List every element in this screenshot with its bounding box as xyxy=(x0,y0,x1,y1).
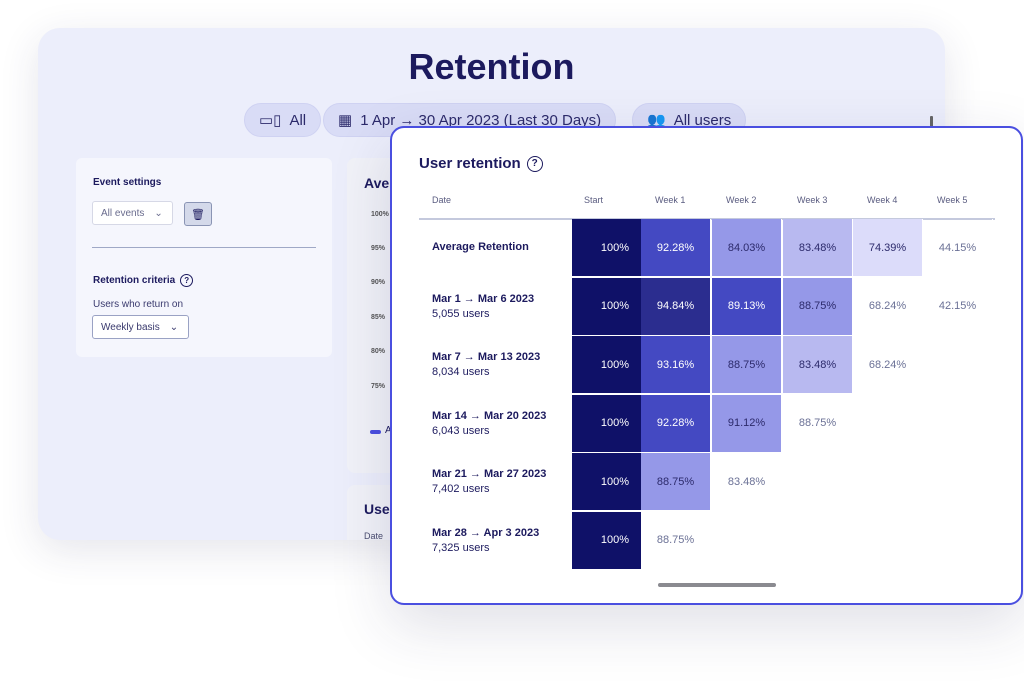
column-header: Week 3 xyxy=(797,195,828,205)
retention-criteria-heading: Retention criteria? xyxy=(93,274,194,287)
y-tick: 95% xyxy=(371,245,386,252)
user-retention-card: User retention? Date Start Week 1 Week 2 Wee… xyxy=(390,126,1023,605)
retention-cell: 88.75% xyxy=(712,336,782,394)
event-select-value: All events xyxy=(101,207,145,219)
row-label: Mar 7 → Mar 13 2023 8,034 users xyxy=(432,351,540,378)
cohort-user-count: 6,043 users xyxy=(432,424,490,437)
column-header: Week 2 xyxy=(726,195,757,205)
retention-cell: 68.24% xyxy=(853,277,923,336)
cohort-user-count: 7,402 users xyxy=(432,483,490,495)
column-header: Week 4 xyxy=(867,195,898,205)
retention-cell: 89.13% xyxy=(712,277,782,336)
y-tick: 80% xyxy=(371,348,386,355)
y-tick: 90% xyxy=(371,279,386,286)
retention-cell: 88.75% xyxy=(641,453,711,511)
retention-cell: 100% xyxy=(572,277,642,336)
legend-label: A xyxy=(385,425,392,436)
return-frequency-select[interactable]: Weekly basis ⌄ xyxy=(92,315,189,339)
retention-cell: 94.84% xyxy=(641,277,711,336)
y-tick: 75% xyxy=(371,383,386,390)
retention-cell: 92.28% xyxy=(641,219,711,277)
card-title-text: User retention xyxy=(419,155,521,172)
cohort-user-count: 7,325 users xyxy=(432,541,490,554)
column-header: Week 5 xyxy=(937,195,968,205)
retention-cell: 100% xyxy=(572,394,642,453)
row-label: Mar 28 → Apr 3 2023 7,325 users xyxy=(432,527,539,554)
retention-cell: 44.15% xyxy=(923,219,993,277)
horizontal-scrollbar[interactable] xyxy=(658,583,776,587)
cohort-date: Mar 1 → Mar 6 2023 xyxy=(432,292,535,305)
table-row: Mar 14 → Mar 20 2023 6,043 users 100% 92.28… xyxy=(392,394,1024,453)
retention-cell: 88.75% xyxy=(641,511,711,570)
retention-cell: 91.12% xyxy=(712,394,782,453)
legend-swatch xyxy=(370,430,381,434)
row-label: Mar 14 → Mar 20 2023 6,043 users xyxy=(432,410,546,437)
chevron-down-icon: ⌄ xyxy=(169,321,179,333)
page-title: Retention xyxy=(408,46,575,87)
retention-cell: 74.39% xyxy=(853,219,923,277)
platform-filter-label: All xyxy=(289,111,307,129)
card-title: Use xyxy=(364,501,390,517)
return-frequency-value: Weekly basis xyxy=(101,321,160,333)
table-row: Mar 21 → Mar 27 2023 7,402 users 100% 88.75… xyxy=(392,453,1024,511)
cohort-user-count: 5,055 users xyxy=(432,307,490,320)
retention-criteria-label: Retention criteria xyxy=(93,275,176,286)
header-divider xyxy=(419,218,995,220)
trash-icon: 🗑 xyxy=(191,208,205,221)
row-label: Average Retention xyxy=(432,241,529,253)
event-settings-heading: Event settings xyxy=(93,177,162,188)
platform-filter[interactable]: ▭▯ All xyxy=(244,103,322,137)
help-icon[interactable]: ? xyxy=(526,155,543,172)
date-range-label: 1 Apr → 30 Apr 2023 (Last 30 Days) xyxy=(360,111,602,129)
table-row: Mar 7 → Mar 13 2023 8,034 users 100% 93.16%… xyxy=(392,336,1024,394)
retention-cell: 83.48% xyxy=(783,336,853,394)
retention-cell: 83.48% xyxy=(712,453,782,511)
row-label: Mar 1 → Mar 6 2023 5,055 users xyxy=(432,293,534,320)
cohort-user-count: 8,034 users xyxy=(432,366,490,378)
return-label: Users who return on xyxy=(93,299,184,310)
cohort-date: Mar 28 → Apr 3 2023 xyxy=(432,526,540,539)
scrollbar[interactable] xyxy=(930,116,933,130)
column-header: Date xyxy=(432,195,452,205)
retention-cell: 92.28% xyxy=(641,394,711,453)
cohort-date: Average Retention xyxy=(432,241,529,253)
users-icon: 👥 xyxy=(647,112,666,129)
column-header: Start xyxy=(584,195,604,205)
retention-cell: 83.48% xyxy=(783,219,853,277)
calendar-icon: ▦ xyxy=(338,112,353,129)
retention-cell: 84.03% xyxy=(712,219,782,277)
retention-cell: 68.24% xyxy=(853,336,923,394)
retention-cell: 100% xyxy=(572,453,642,511)
column-header: Date xyxy=(364,531,384,540)
chart-title: Ave xyxy=(364,175,390,191)
divider xyxy=(92,247,316,248)
retention-cell: 42.15% xyxy=(923,277,993,336)
chevron-down-icon: ⌄ xyxy=(154,207,163,219)
table-row: Mar 1 → Mar 6 2023 5,055 users 100% 94.84% 8… xyxy=(392,277,1024,336)
table-row: Average Retention 100% 92.28% 84.03% 83.48% 7… xyxy=(392,219,1024,277)
retention-cell: 100% xyxy=(572,336,642,394)
event-select[interactable]: All events ⌄ xyxy=(92,201,173,225)
card-title: User retention? xyxy=(419,155,543,172)
cohort-date: Mar 14 → Mar 20 2023 xyxy=(432,409,547,422)
row-label: Mar 21 → Mar 27 2023 7,402 users xyxy=(432,468,546,495)
user-segment-label: All users xyxy=(673,111,732,129)
column-header: Week 1 xyxy=(655,195,686,205)
retention-cell: 93.16% xyxy=(641,336,711,394)
help-icon[interactable]: ? xyxy=(180,274,194,287)
table-row: Mar 28 → Apr 3 2023 7,325 users 100% 88.75% xyxy=(392,511,1024,570)
y-tick: 85% xyxy=(371,314,386,321)
retention-cell: 88.75% xyxy=(783,277,853,336)
cohort-date: Mar 21 → Mar 27 2023 xyxy=(432,468,547,480)
delete-button[interactable]: 🗑 xyxy=(184,202,212,226)
retention-cell: 88.75% xyxy=(783,394,853,453)
y-tick: 100% xyxy=(371,211,389,218)
settings-panel: Event settings All events ⌄ 🗑 Retention c… xyxy=(76,158,332,357)
retention-cell: 100% xyxy=(572,219,642,277)
cohort-date: Mar 7 → Mar 13 2023 xyxy=(432,351,541,363)
retention-cell: 100% xyxy=(572,511,642,570)
devices-icon: ▭▯ xyxy=(259,112,282,129)
